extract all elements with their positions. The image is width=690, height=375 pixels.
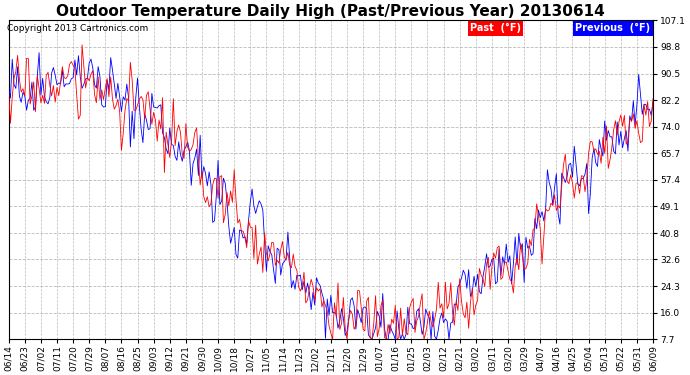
Text: Past  (°F): Past (°F) xyxy=(470,23,521,33)
Text: Previous  (°F): Previous (°F) xyxy=(575,23,650,33)
Title: Outdoor Temperature Daily High (Past/Previous Year) 20130614: Outdoor Temperature Daily High (Past/Pre… xyxy=(57,4,605,19)
Text: Copyright 2013 Cartronics.com: Copyright 2013 Cartronics.com xyxy=(7,24,148,33)
